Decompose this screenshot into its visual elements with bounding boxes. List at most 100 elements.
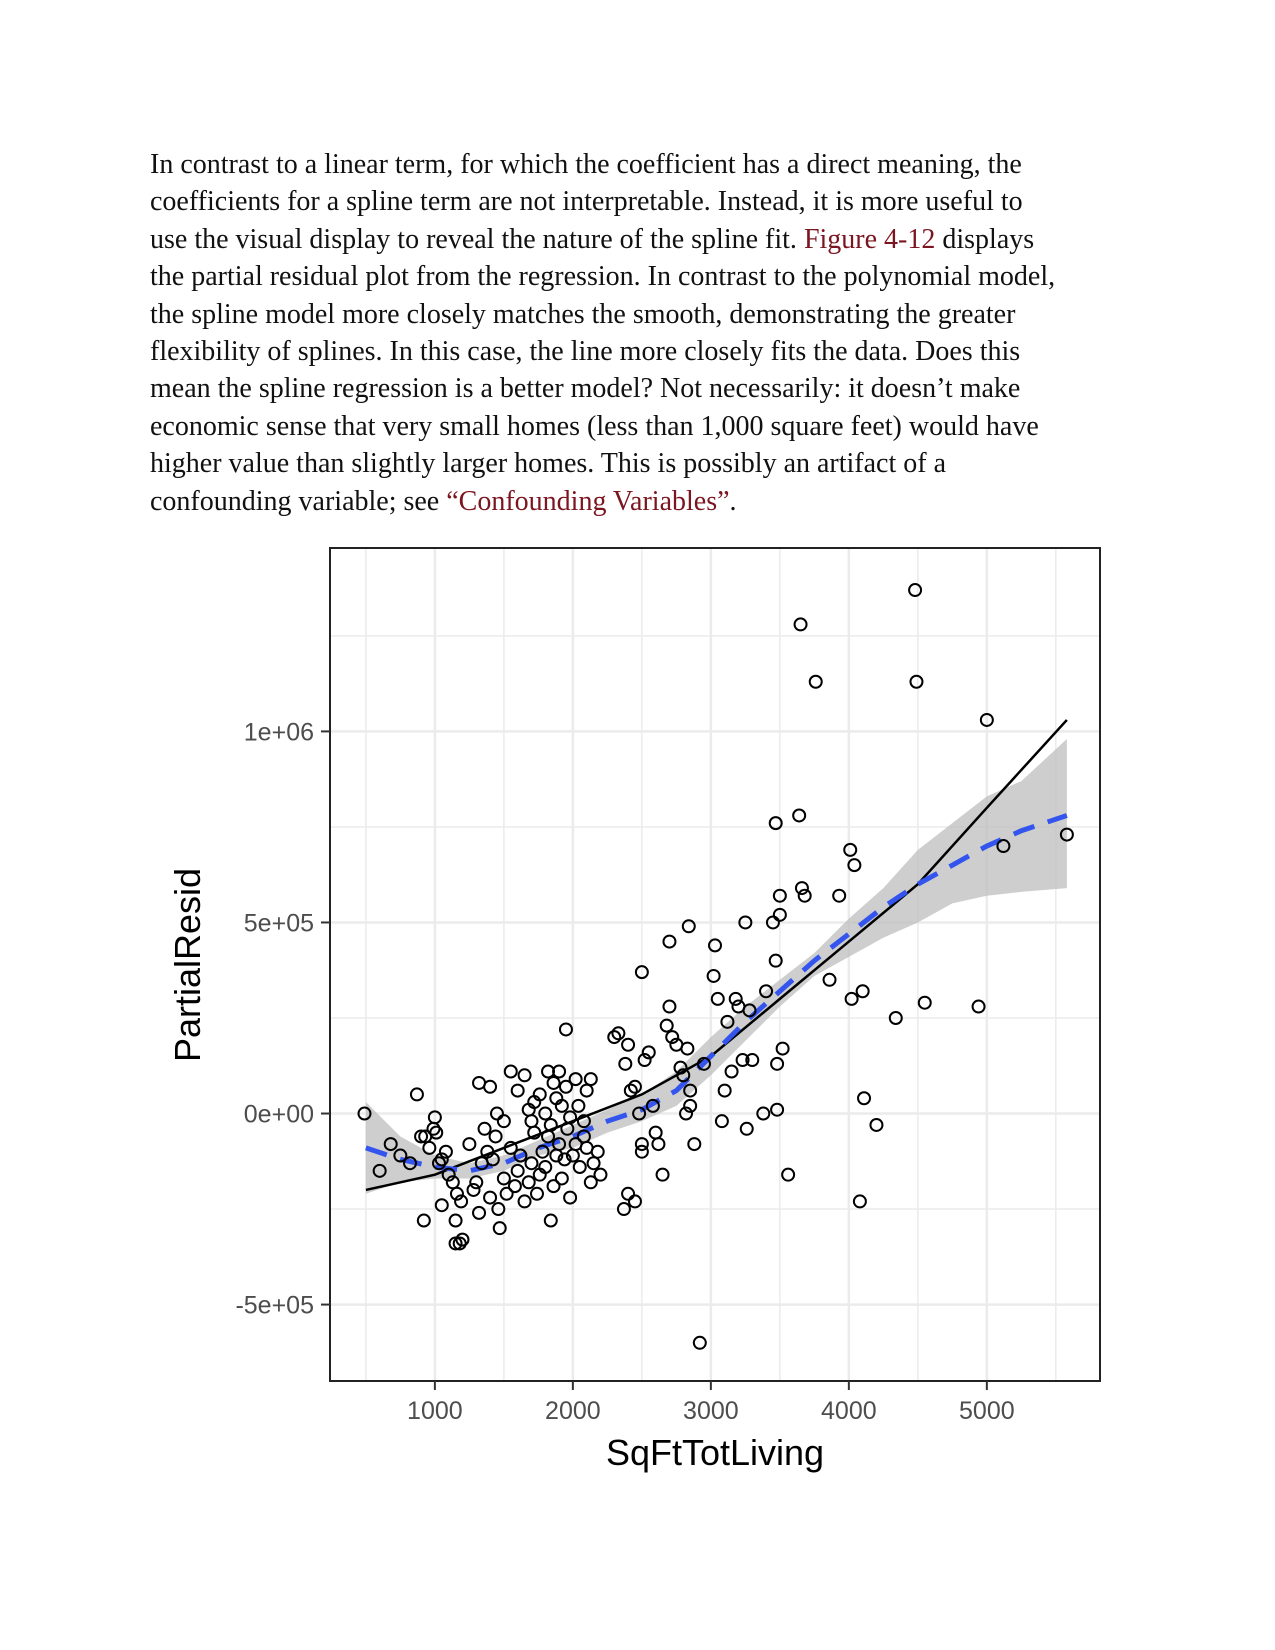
data-point (742, 1003, 757, 1018)
data-point (538, 1160, 553, 1175)
data-point (676, 1068, 691, 1083)
data-point (558, 1022, 573, 1037)
data-point (554, 1098, 569, 1113)
para-line-8: economic sense that very small homes (le… (150, 410, 1039, 442)
data-point (714, 1114, 729, 1129)
grid-lines (330, 548, 1100, 1381)
data-point (717, 1083, 732, 1098)
data-point (472, 1205, 487, 1220)
data-point (759, 984, 774, 999)
para-line-9: higher value than slightly larger homes.… (150, 448, 947, 480)
x-tick-label: 5000 (959, 1397, 1015, 1425)
data-point (738, 915, 753, 930)
data-point (708, 938, 722, 953)
data-point (483, 1190, 498, 1205)
x-tick-label: 1000 (407, 1397, 463, 1425)
data-point (590, 1144, 605, 1159)
data-point (507, 1179, 522, 1194)
data-point (576, 1114, 591, 1129)
data-point (434, 1152, 449, 1167)
data-point (720, 1014, 735, 1029)
data-point (662, 934, 677, 949)
data-point (683, 1098, 698, 1113)
data-point (772, 907, 787, 922)
data-point (971, 999, 986, 1014)
data-point (611, 1026, 626, 1041)
para-line-7: mean the spline regression is a better m… (150, 373, 1021, 405)
data-point (735, 1053, 750, 1068)
data-point (543, 1213, 558, 1228)
data-point (496, 1171, 511, 1186)
data-point (427, 1110, 442, 1125)
data-point (466, 1182, 481, 1197)
data-point (414, 1129, 429, 1144)
data-point (618, 1056, 633, 1071)
data-point (832, 888, 847, 903)
para-line-3-text-a: use the visual display to reveal the nat… (150, 223, 804, 255)
confounding-variables-link[interactable]: “Confounding Variables” (446, 485, 730, 517)
data-point (552, 1137, 567, 1152)
data-point (593, 1167, 608, 1182)
data-point (416, 1213, 431, 1228)
data-point (888, 1010, 903, 1025)
data-point (681, 919, 696, 934)
data-point (692, 1335, 707, 1350)
data-point (869, 1117, 884, 1132)
data-point (679, 1106, 694, 1121)
data-point (517, 1194, 532, 1209)
data-point (627, 1079, 642, 1094)
data-point (855, 984, 870, 999)
data-point (852, 1194, 867, 1209)
data-point (781, 1167, 796, 1182)
data-point (489, 1106, 504, 1121)
data-point (808, 674, 823, 689)
body-paragraph: In contrast to a linear term, for which … (150, 146, 1140, 520)
data-point (571, 1098, 586, 1113)
data-point (469, 1175, 484, 1190)
figure-link[interactable]: Figure 4-12 (803, 223, 936, 255)
data-point (665, 1030, 680, 1045)
data-point (616, 1202, 631, 1217)
data-point (583, 1175, 598, 1190)
data-point (696, 1056, 711, 1071)
data-point (409, 1087, 424, 1102)
data-point (448, 1213, 463, 1228)
data-points (357, 583, 1074, 1350)
x-tick-label: 2000 (545, 1397, 601, 1425)
data-point (844, 991, 859, 1006)
data-point (441, 1167, 456, 1182)
data-point (768, 953, 783, 968)
data-point (510, 1163, 525, 1178)
data-point (491, 1202, 506, 1217)
data-point (765, 915, 780, 930)
data-point (448, 1236, 463, 1251)
data-point (538, 1106, 553, 1121)
data-point (770, 1102, 785, 1117)
data-point (554, 1171, 569, 1186)
data-point (488, 1129, 503, 1144)
data-point (673, 1060, 688, 1075)
data-point (546, 1075, 561, 1090)
data-point (775, 1041, 790, 1056)
data-point (535, 1144, 550, 1159)
data-point (662, 999, 677, 1014)
data-point (563, 1190, 578, 1205)
data-point (546, 1179, 561, 1194)
data-point (770, 1056, 785, 1071)
data-point (496, 1114, 511, 1129)
data-point (552, 1064, 567, 1079)
data-point (706, 968, 721, 983)
data-point (710, 991, 725, 1006)
para-line-3: use the visual display to reveal the nat… (150, 221, 1140, 258)
data-point (563, 1110, 578, 1125)
data-point (739, 1121, 754, 1136)
data-point (637, 1053, 652, 1068)
x-tick-label: 3000 (683, 1397, 739, 1425)
data-point (483, 1079, 498, 1094)
data-point (745, 1053, 760, 1068)
data-point (510, 1083, 525, 1098)
data-point (524, 1114, 539, 1129)
para-line-1: In contrast to a linear term, for which … (150, 149, 1022, 180)
data-point (843, 842, 858, 857)
data-point (499, 1186, 514, 1201)
